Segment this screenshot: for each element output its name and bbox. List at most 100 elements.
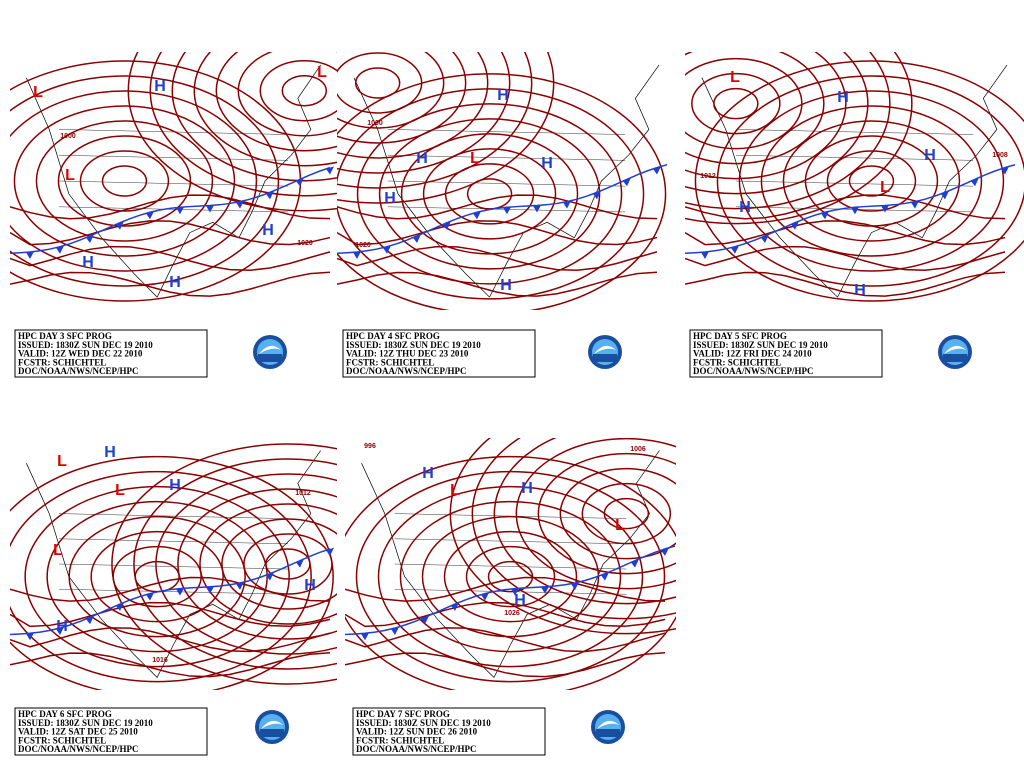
border xyxy=(59,155,288,161)
logo-bird xyxy=(261,720,283,729)
info-line: VALID: 12Z WED DEC 22 2010 xyxy=(18,349,143,359)
isobar xyxy=(356,103,623,285)
isobar xyxy=(133,458,337,670)
front-pip xyxy=(421,615,429,625)
isobar xyxy=(559,467,676,560)
isobar xyxy=(337,220,658,246)
front-pip xyxy=(236,582,244,590)
border xyxy=(735,129,974,135)
info-line: ISSUED: 1830Z SUN DEC 19 2010 xyxy=(18,718,153,728)
front-pip xyxy=(86,234,94,243)
isobar xyxy=(471,438,676,620)
border xyxy=(735,155,974,161)
info-line: FCSTR: SCHICHTEL xyxy=(356,735,444,745)
pressure-label: L xyxy=(115,482,125,499)
isobar xyxy=(685,52,891,210)
isobar xyxy=(694,60,1024,302)
isobar xyxy=(237,52,337,137)
isobar xyxy=(603,497,650,530)
isobar xyxy=(127,52,337,212)
info-line: ISSUED: 1830Z SUN DEC 19 2010 xyxy=(346,340,481,350)
front-pip xyxy=(821,211,829,220)
front-pip xyxy=(473,211,481,220)
isobar xyxy=(10,652,331,678)
isobar xyxy=(337,73,667,310)
info-line: HPC DAY 6 SFC PROG xyxy=(18,709,112,719)
pressure-label: 1006 xyxy=(630,446,646,453)
info-line: ISSUED: 1830Z SUN DEC 19 2010 xyxy=(18,340,153,350)
front-pip xyxy=(911,200,919,209)
front-pip xyxy=(116,221,124,230)
isobar xyxy=(345,601,666,628)
isobar xyxy=(493,438,676,605)
logo-band xyxy=(593,354,617,362)
noaa-logo xyxy=(591,710,625,744)
noaa-logo xyxy=(253,335,287,369)
info-line: ISSUED: 1830Z SUN DEC 19 2010 xyxy=(356,718,491,728)
map-panel: H H H H H L 1020 1000 xyxy=(337,52,668,310)
front-pip xyxy=(86,615,94,625)
isobar xyxy=(13,105,236,257)
isobar xyxy=(378,118,601,270)
isobar xyxy=(10,627,331,653)
front-pip xyxy=(593,190,601,200)
front-pip xyxy=(451,602,459,612)
isobar xyxy=(265,548,311,580)
isobar xyxy=(155,473,337,655)
front-pip xyxy=(326,547,334,556)
pressure-label: 1008 xyxy=(992,152,1008,159)
front-pip xyxy=(296,177,304,187)
isobar xyxy=(826,150,917,212)
pressure-label: H xyxy=(739,199,751,216)
front-pip xyxy=(413,234,421,243)
front-pip xyxy=(541,586,549,594)
pressure-label: 1020 xyxy=(355,242,371,249)
isobar xyxy=(243,533,333,595)
info-box xyxy=(342,329,536,378)
front-pip xyxy=(206,586,214,594)
pressure-label: H xyxy=(384,190,396,207)
isobar xyxy=(337,52,511,174)
front-pip xyxy=(266,572,274,581)
border xyxy=(59,206,288,213)
pressure-label: H xyxy=(500,277,512,294)
map: H H H H L L 1012 1008 xyxy=(685,52,1024,302)
front-pip xyxy=(56,626,64,636)
front-pip xyxy=(146,592,154,601)
pressure-label: H xyxy=(154,78,166,95)
isobar xyxy=(685,220,1006,246)
isobar xyxy=(193,52,337,167)
isobar xyxy=(337,271,658,297)
isobar xyxy=(177,488,337,640)
front-pip xyxy=(941,190,949,200)
border xyxy=(59,538,288,545)
isobar xyxy=(10,455,334,690)
isobar xyxy=(10,470,312,683)
isobar xyxy=(259,59,337,122)
map: H H H H L L L 1020 1000 xyxy=(10,52,337,302)
pressure-label: L xyxy=(57,453,67,470)
pressure-label: H xyxy=(521,480,533,497)
pressure-label: L xyxy=(65,167,75,184)
pressure-label: 1026 xyxy=(504,610,520,617)
noaa-logo xyxy=(938,335,972,369)
front-pip xyxy=(361,632,369,641)
front-pip xyxy=(661,547,669,556)
pressure-label: H xyxy=(104,444,116,461)
front-pip xyxy=(601,572,609,581)
isobar xyxy=(465,545,556,608)
isobar xyxy=(10,271,331,297)
pressure-label: 1020 xyxy=(297,240,313,247)
logo-band xyxy=(596,729,620,737)
info-line: DOC/NOAA/NWS/NCEP/HPC xyxy=(693,366,814,376)
map-panel: H H H H L L L 1016 1012 xyxy=(10,443,337,690)
isobar xyxy=(10,245,331,272)
isobar xyxy=(738,90,1005,272)
pressure-label: 996 xyxy=(364,443,376,450)
isobar xyxy=(221,518,337,610)
front-pip xyxy=(26,251,34,259)
logo-band xyxy=(258,354,282,362)
isobar xyxy=(215,52,337,152)
isobar xyxy=(111,443,337,685)
logo-bird xyxy=(597,720,619,729)
